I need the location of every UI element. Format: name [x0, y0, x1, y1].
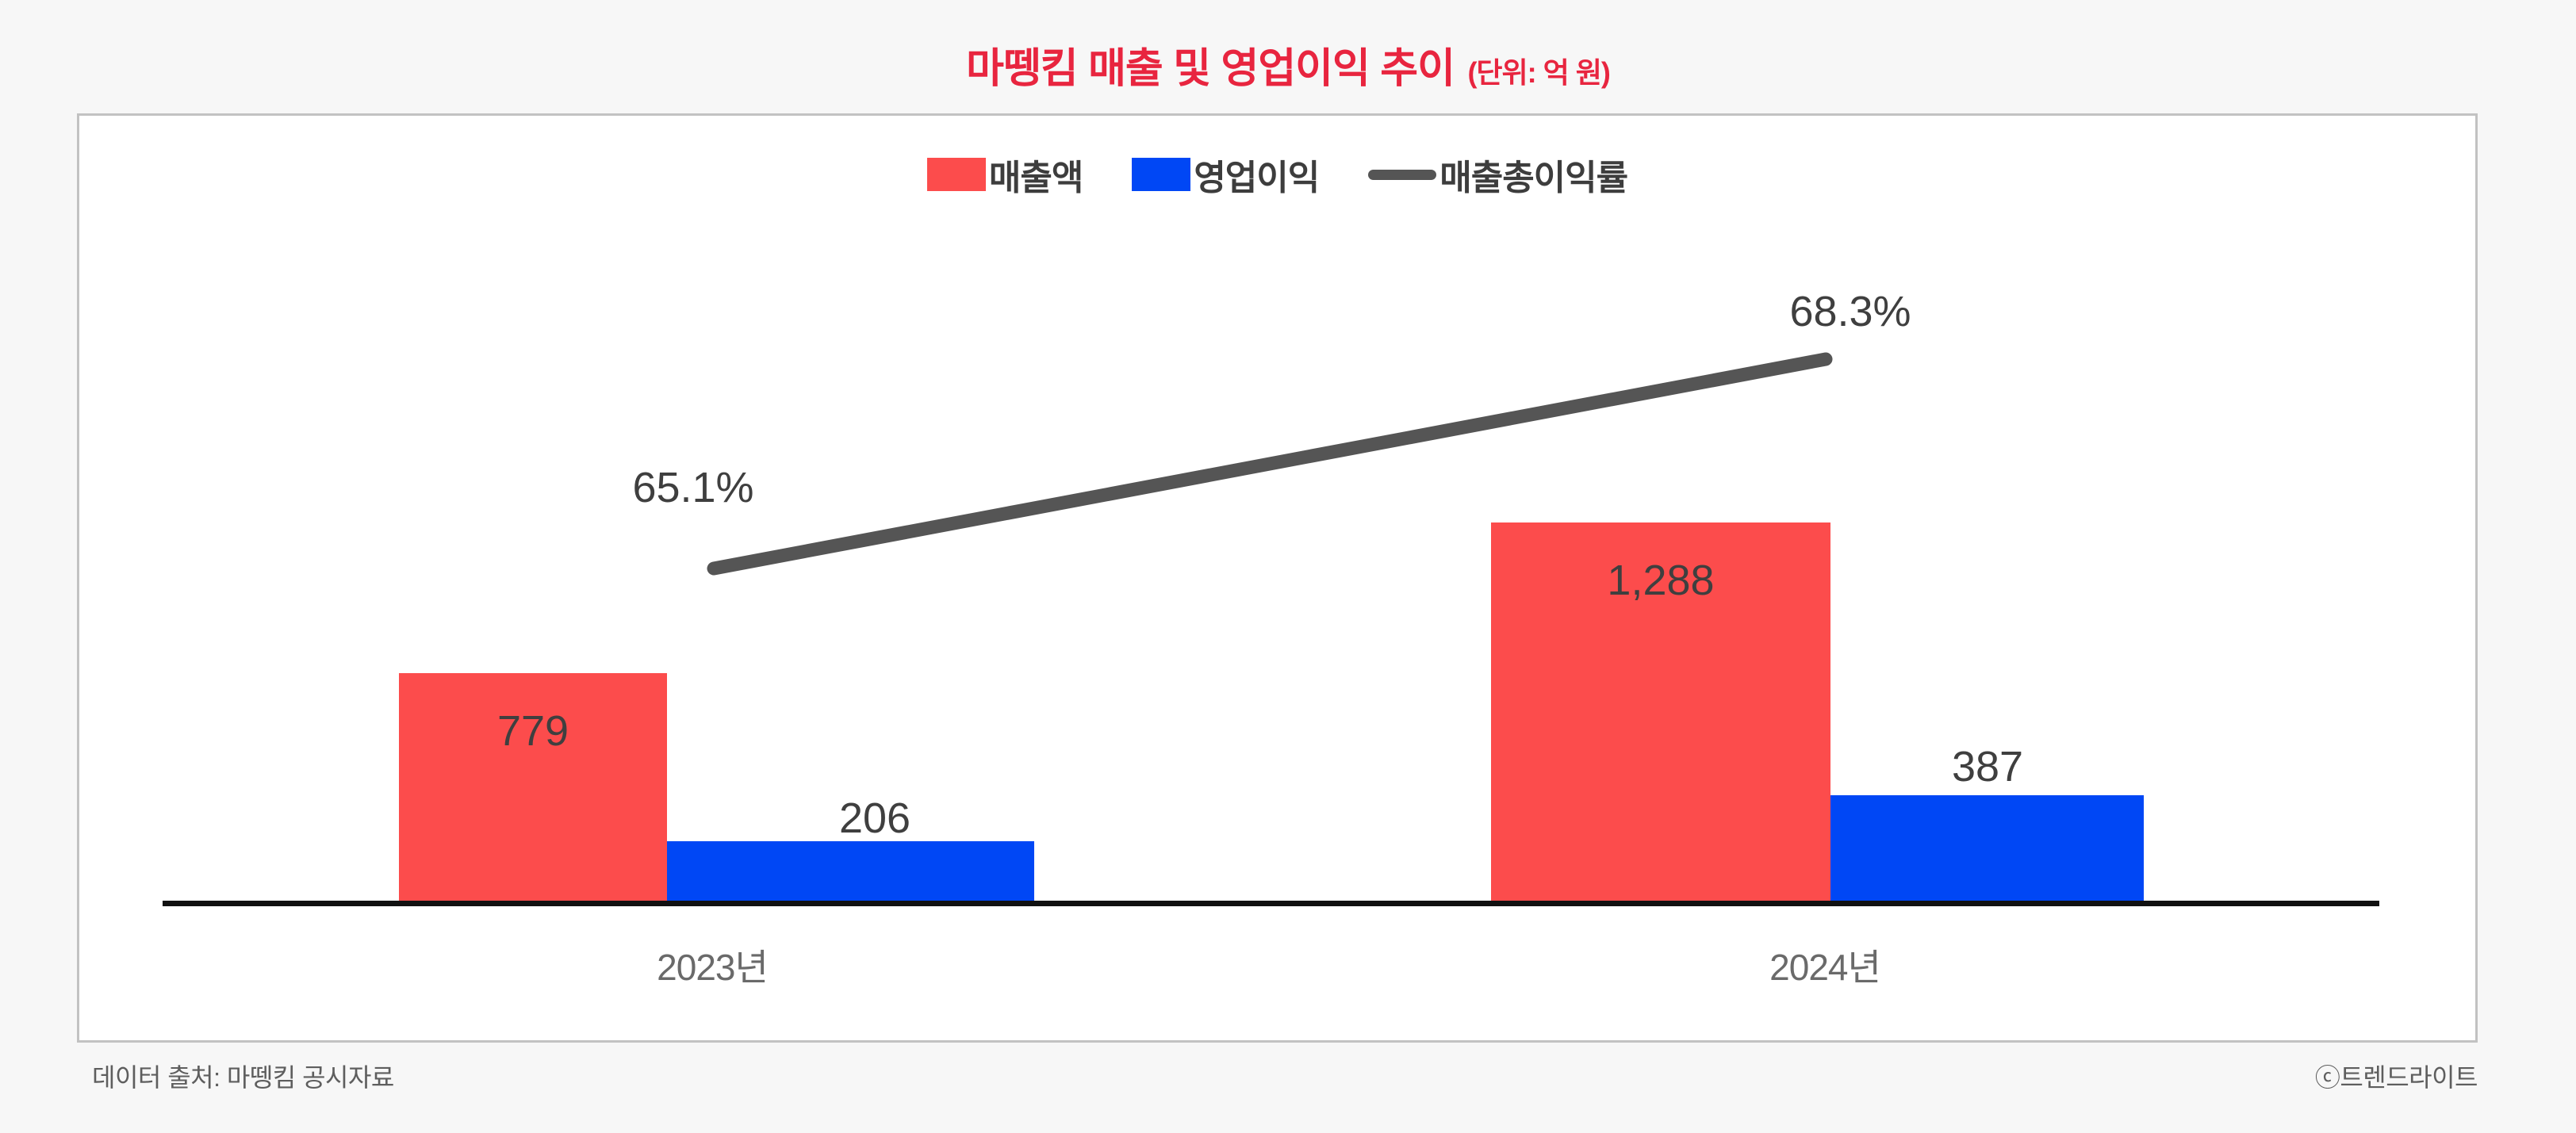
x-axis-line	[163, 901, 2379, 906]
value-label-profit-2023: 206	[838, 794, 911, 842]
legend-item-operating-profit[interactable]: 영업이익	[1132, 149, 1320, 200]
page-title: 마뗑킴 매출 및 영업이익 추이 (단위: 억 원)	[0, 35, 2576, 94]
bar-sales-2024[interactable]	[1491, 522, 1830, 903]
legend-label-operating-profit: 영업이익	[1194, 159, 1320, 197]
legend-swatch-blue-icon	[1132, 158, 1191, 191]
legend-swatch-red-icon	[926, 158, 986, 191]
legend-label-gross-margin: 매출총이익률	[1439, 159, 1628, 197]
legend-item-sales[interactable]: 매출액	[926, 149, 1083, 200]
chart-legend: 매출액 영업이익 매출총이익률	[79, 149, 2475, 200]
bar-profit-2023[interactable]	[667, 841, 1034, 903]
pct-label-2024: 68.3%	[1789, 288, 1911, 335]
plot-area: 779 206 1,288 387 65.1% 68.3% 2023년 2024…	[79, 116, 2475, 1040]
legend-label-sales: 매출액	[988, 159, 1083, 197]
legend-item-gross-margin[interactable]: 매출총이익률	[1368, 149, 1628, 200]
value-label-sales-2024: 1,288	[1607, 557, 1715, 604]
footer-credit: ⓒ트렌드라이트	[2314, 1063, 2478, 1092]
bar-sales-2023[interactable]	[399, 673, 667, 903]
value-label-sales-2023: 779	[496, 707, 569, 755]
footer-data-source: 데이터 출처: 마뗑킴 공시자료	[92, 1063, 394, 1092]
bar-profit-2024[interactable]	[1830, 795, 2144, 903]
chart-panel: 매출액 영업이익 매출총이익률 779 206 1,288 387 65.1%	[77, 113, 2478, 1043]
value-label-profit-2024: 387	[1951, 743, 2024, 790]
chart-title-unit: (단위: 억 원)	[1467, 56, 1610, 89]
pct-label-2023: 65.1%	[632, 464, 754, 511]
legend-line-gray-icon	[1368, 169, 1437, 180]
category-label-2024: 2024년	[1769, 947, 1881, 988]
category-label-2023: 2023년	[657, 947, 769, 988]
chart-title-main: 마뗑킴 매출 및 영업이익 추이	[966, 46, 1455, 92]
